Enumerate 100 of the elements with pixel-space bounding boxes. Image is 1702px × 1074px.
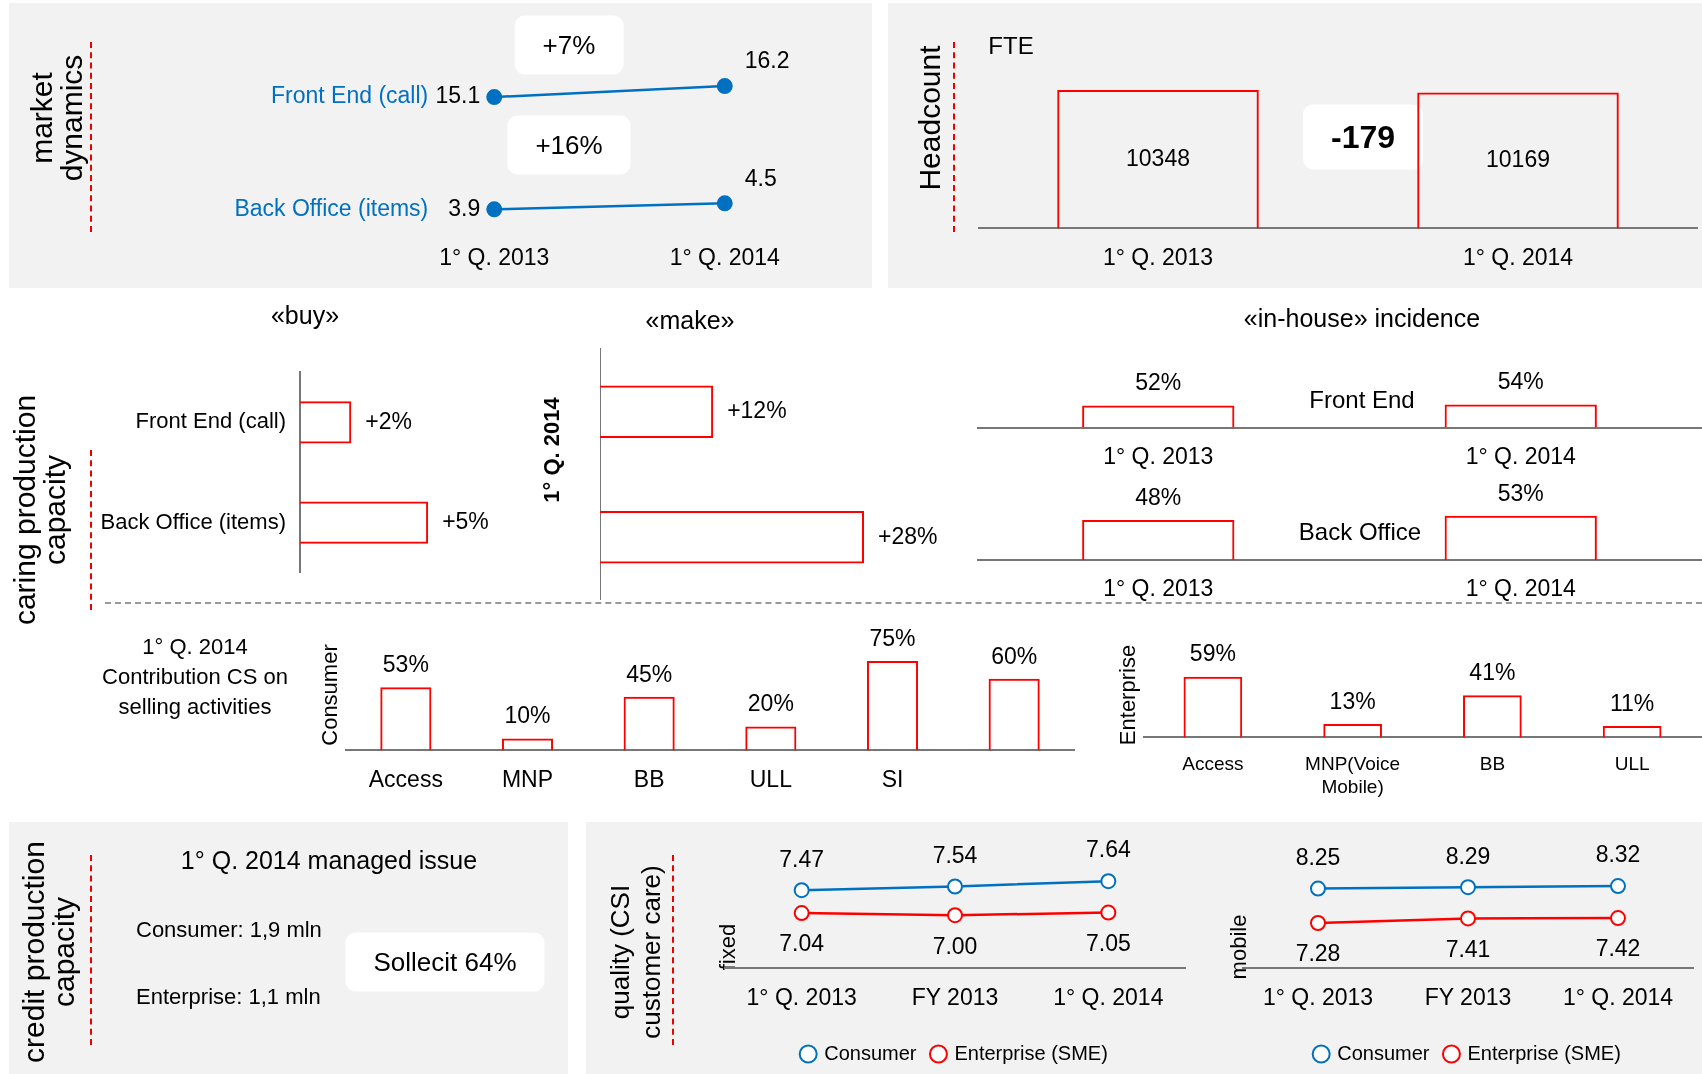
chart-title: «in-house» incidence xyxy=(1243,303,1481,333)
data-label: 3.9 xyxy=(448,194,481,221)
data-label: 4.5 xyxy=(744,164,777,191)
x-tick-label: 1° Q. 2013 xyxy=(439,243,550,270)
point xyxy=(793,905,810,922)
x-tick-label: 1° Q. 2014 xyxy=(1053,983,1164,1010)
data-label: 11% xyxy=(1609,689,1655,716)
data-label: 7.04 xyxy=(779,930,825,957)
data-label: 8.32 xyxy=(1595,841,1641,868)
x-tick-label: 1° Q. 2013 xyxy=(746,983,857,1010)
point xyxy=(1610,910,1626,927)
x-tick-label: MNP(Voice Mobile) xyxy=(1305,753,1401,797)
chart-title: «buy» xyxy=(270,300,340,330)
x-tick-label: 1° Q. 2013 xyxy=(1102,243,1214,270)
data-label: 59% xyxy=(1189,640,1236,667)
text: Back Office (items) xyxy=(234,194,429,221)
y-axis-title: Headcount xyxy=(913,45,947,191)
data-label: 52% xyxy=(1135,369,1182,396)
x-tick-label: 1° Q. 2014 xyxy=(1562,983,1674,1010)
x-tick-label: Access xyxy=(368,765,443,792)
data-label: 7.47 xyxy=(779,845,825,872)
y-axis-title: caring production capacity xyxy=(8,393,71,628)
data-label: 8.29 xyxy=(1445,842,1491,869)
data-label: 7.41 xyxy=(1445,935,1491,962)
y-axis-title: mobile xyxy=(1226,914,1252,980)
data-label: 7.54 xyxy=(932,841,978,868)
annotation: -179 xyxy=(1302,104,1424,170)
data-label: +2% xyxy=(365,407,412,434)
data-label: 48% xyxy=(1135,483,1182,510)
data-label: +28% xyxy=(878,522,938,549)
x-tick-label: FY 2013 xyxy=(1424,983,1512,1010)
text: 1° Q. 2014 managed issue xyxy=(180,845,478,875)
x-tick-label: MNP xyxy=(501,765,554,792)
text: Enterprise: 1,1 mln xyxy=(136,984,321,1010)
point xyxy=(1310,915,1326,931)
y-axis-title: Enterprise xyxy=(1115,644,1141,746)
data-label: 8.25 xyxy=(1295,843,1341,870)
annotation: Back Office xyxy=(1298,518,1422,546)
point xyxy=(486,201,503,218)
data-label: 41% xyxy=(1469,659,1516,686)
data-label: 13% xyxy=(1329,687,1376,714)
y-axis-title: market dynamics xyxy=(25,53,88,184)
point xyxy=(1460,910,1476,927)
legend-label: Enterprise (SME) xyxy=(1467,1041,1621,1064)
x-tick-label: SI xyxy=(881,765,904,792)
legend-label: Enterprise (SME) xyxy=(954,1041,1108,1064)
y-axis-title: Consumer xyxy=(317,644,343,746)
data-label: 53% xyxy=(1497,479,1544,506)
point xyxy=(716,78,733,95)
point xyxy=(1460,879,1476,896)
data-label: 53% xyxy=(382,651,429,678)
point xyxy=(716,195,733,212)
data-label: 7.64 xyxy=(1085,836,1131,863)
data-label: 15.1 xyxy=(435,82,481,109)
data-label: 16.2 xyxy=(744,47,790,74)
x-tick-label: 1° Q. 2013 xyxy=(1103,575,1214,602)
x-tick-label: Access xyxy=(1182,753,1244,775)
data-label: 45% xyxy=(626,660,673,687)
data-label: +12% xyxy=(727,397,787,424)
legend-label: Consumer xyxy=(824,1041,917,1064)
x-tick-label: 1° Q. 2013 xyxy=(1262,983,1374,1010)
data-label: 7.05 xyxy=(1085,929,1131,956)
text: Sollecit 64% xyxy=(345,932,545,992)
text: credit production capacity xyxy=(17,840,80,1065)
point xyxy=(793,882,810,899)
data-label: 7.00 xyxy=(932,932,978,959)
text: quality (CSI customer care) xyxy=(605,864,667,1041)
data-label: 10348 xyxy=(1126,144,1190,171)
data-label: 20% xyxy=(747,690,794,717)
data-label: +5% xyxy=(442,507,489,534)
text: Front End (call) xyxy=(271,82,429,109)
point xyxy=(486,89,503,106)
x-tick-label: BB xyxy=(633,765,665,792)
chart-title: «make» xyxy=(645,305,735,335)
point xyxy=(1100,904,1117,921)
x-tick-label: ULL xyxy=(749,765,793,792)
x-tick-label: 1° Q. 2014 xyxy=(1462,243,1574,270)
text: Consumer: 1,9 mln xyxy=(136,917,322,943)
x-tick-label: 1° Q. 2013 xyxy=(1103,442,1214,469)
data-label: 60% xyxy=(991,642,1038,669)
data-label: 75% xyxy=(869,624,916,651)
annotation: Front End xyxy=(1309,386,1415,414)
annotation: +16% xyxy=(507,115,631,175)
legend-label: Consumer xyxy=(1337,1041,1430,1064)
text: +7% xyxy=(514,15,624,75)
point xyxy=(1100,873,1117,890)
data-label: 10% xyxy=(504,702,551,729)
point xyxy=(1610,878,1626,895)
text: 1° Q. 2014 Contribution CS on selling activities xyxy=(101,633,289,721)
x-tick-label: FY 2013 xyxy=(911,983,999,1010)
data-label: 54% xyxy=(1497,368,1544,395)
point xyxy=(947,878,963,895)
point xyxy=(1310,880,1326,897)
data-label: 10169 xyxy=(1486,145,1550,172)
x-tick-label: BB xyxy=(1479,753,1506,775)
data-label: 7.42 xyxy=(1595,935,1641,962)
data-label: 7.28 xyxy=(1295,940,1341,967)
x-tick-label: 1° Q. 2014 xyxy=(669,243,781,270)
point xyxy=(947,907,963,924)
x-tick-label: ULL xyxy=(1614,753,1650,775)
